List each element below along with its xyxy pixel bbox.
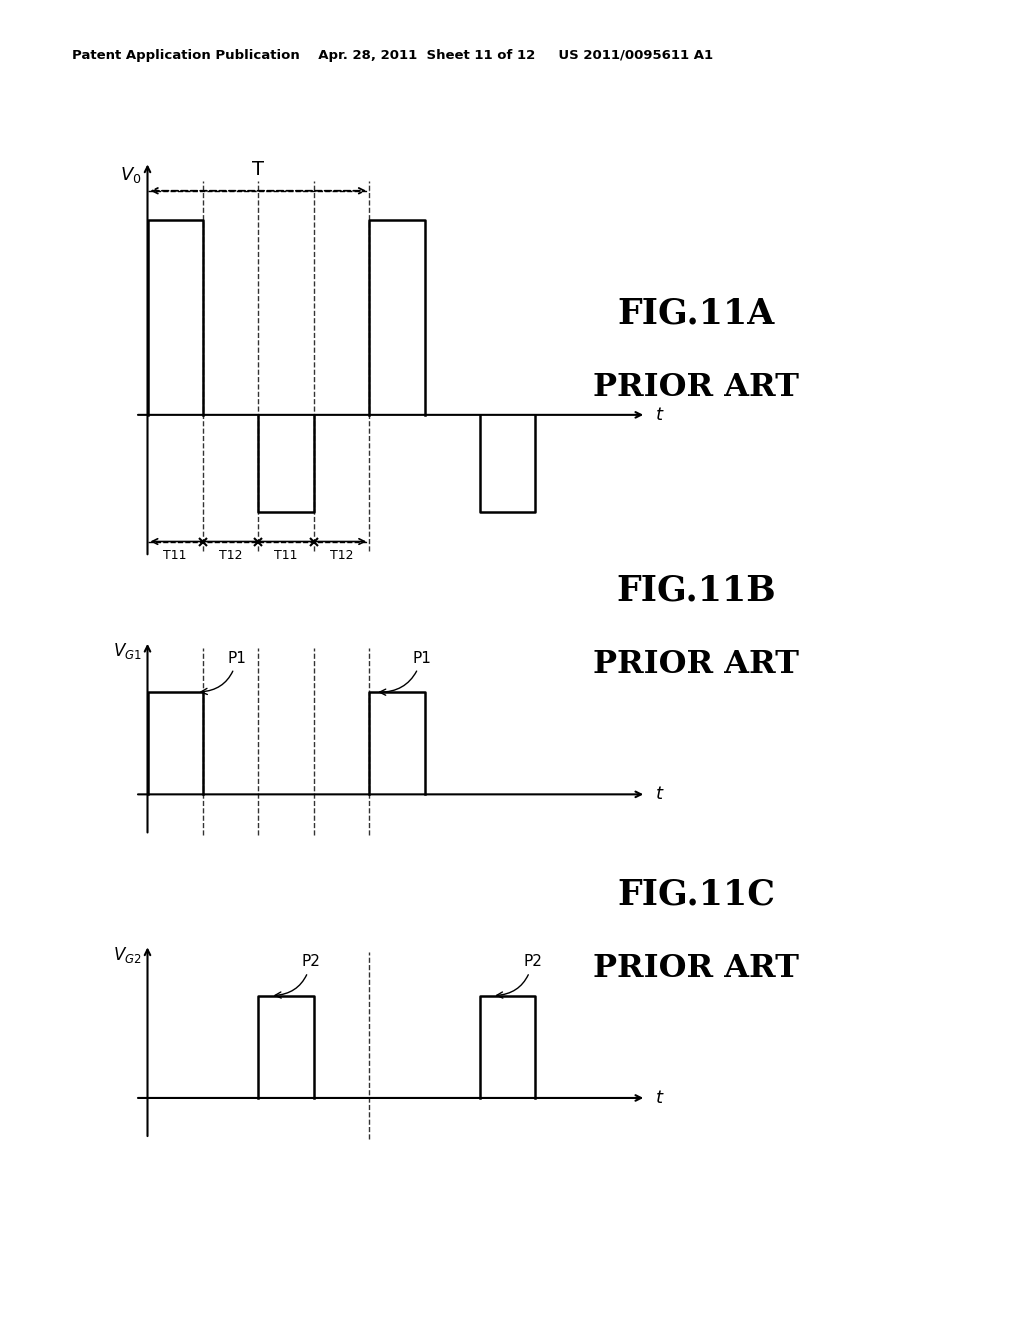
Text: FIG.11A: FIG.11A (617, 297, 775, 330)
Text: t: t (655, 405, 663, 424)
Text: FIG.11B: FIG.11B (616, 574, 776, 607)
Text: $V_{G1}$: $V_{G1}$ (113, 642, 141, 661)
Text: P2: P2 (497, 954, 542, 998)
Text: t: t (655, 1089, 663, 1107)
Text: P1: P1 (201, 651, 247, 694)
Text: Patent Application Publication    Apr. 28, 2011  Sheet 11 of 12     US 2011/0095: Patent Application Publication Apr. 28, … (72, 49, 713, 62)
Text: PRIOR ART: PRIOR ART (593, 649, 800, 680)
Text: T: T (252, 160, 264, 180)
Text: T12: T12 (219, 549, 243, 562)
Text: FIG.11C: FIG.11C (617, 878, 775, 911)
Text: P2: P2 (274, 954, 321, 998)
Text: $V_{G2}$: $V_{G2}$ (113, 945, 141, 965)
Text: P1: P1 (380, 651, 431, 696)
Text: PRIOR ART: PRIOR ART (593, 953, 800, 983)
Text: T12: T12 (330, 549, 353, 562)
Text: T11: T11 (164, 549, 187, 562)
Text: PRIOR ART: PRIOR ART (593, 372, 800, 403)
Text: T11: T11 (274, 549, 298, 562)
Text: $V_0$: $V_0$ (120, 165, 141, 185)
Text: t: t (655, 785, 663, 804)
